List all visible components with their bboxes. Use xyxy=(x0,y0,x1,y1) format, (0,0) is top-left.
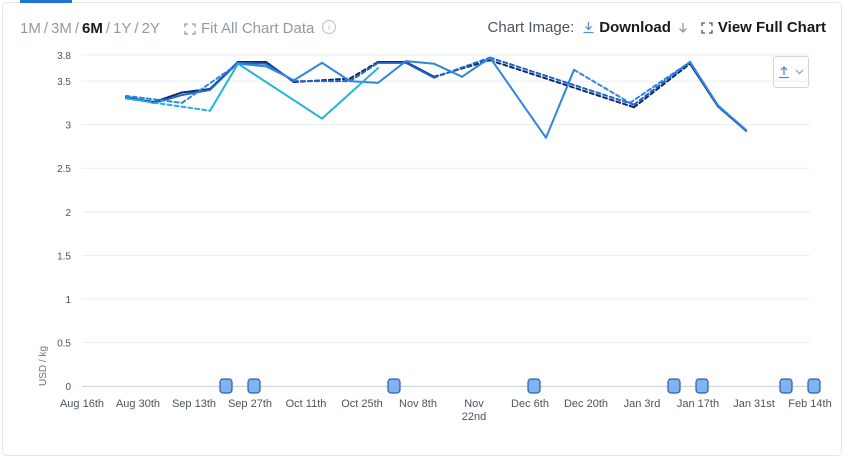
range-2y-button[interactable]: 2Y xyxy=(141,20,160,37)
view-full-chart-label: View Full Chart xyxy=(717,19,826,36)
download-button[interactable]: Download xyxy=(582,19,689,36)
expand-icon xyxy=(184,22,196,35)
fit-all-button[interactable]: Fit All Chart Data xyxy=(184,20,314,37)
chart-image-controls: Chart Image: Download View Full Chart xyxy=(488,19,826,36)
range-1m-button[interactable]: 1M xyxy=(20,20,41,37)
download-label: Download xyxy=(599,19,671,36)
fit-all-label: Fit All Chart Data xyxy=(201,20,315,37)
range-selector: 1M/3M/6M/1Y/2Y xyxy=(20,20,160,37)
arrow-down-icon xyxy=(678,22,687,33)
active-tab-indicator xyxy=(20,0,72,3)
chevron-down-icon xyxy=(795,69,804,75)
expand-icon xyxy=(701,21,713,34)
range-separator: / xyxy=(134,20,139,37)
export-menu-button[interactable] xyxy=(773,56,809,88)
range-separator: / xyxy=(43,20,49,37)
view-full-chart-button[interactable]: View Full Chart xyxy=(701,19,826,36)
share-upload-icon xyxy=(779,66,789,79)
range-separator: / xyxy=(74,20,80,37)
chart-panel xyxy=(2,2,842,456)
download-icon xyxy=(583,22,594,34)
range-1y-button[interactable]: 1Y xyxy=(113,20,132,37)
range-6m-button[interactable]: 6M xyxy=(82,20,103,37)
chart-image-label: Chart Image: xyxy=(487,19,575,36)
range-separator: / xyxy=(105,20,111,37)
range-3m-button[interactable]: 3M xyxy=(51,20,72,37)
info-icon[interactable]: i xyxy=(322,20,336,34)
